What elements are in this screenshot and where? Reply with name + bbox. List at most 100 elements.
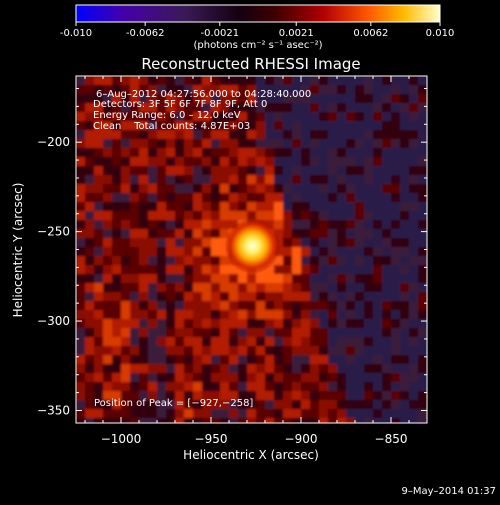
heatmap-cell: [94, 175, 104, 185]
heatmap-cell: [337, 202, 347, 212]
heatmap-cell: [202, 346, 212, 356]
heatmap-cell: [328, 391, 338, 401]
heatmap-cell: [256, 112, 266, 122]
heatmap-cell: [112, 355, 122, 365]
heatmap-cell: [337, 256, 347, 266]
heatmap-cell: [274, 274, 284, 284]
heatmap-cell: [373, 148, 383, 158]
heatmap-cell: [301, 202, 311, 212]
heatmap-cell: [310, 247, 320, 257]
heatmap-cell: [76, 193, 86, 203]
heatmap-cell: [346, 130, 356, 140]
heatmap-cell: [202, 373, 212, 383]
heatmap-cell: [328, 328, 338, 338]
heatmap-cell: [85, 166, 95, 176]
heatmap-cell: [76, 337, 86, 347]
heatmap-cell: [175, 337, 185, 347]
heatmap-cell: [247, 382, 257, 392]
heatmap-cell: [265, 292, 275, 302]
heatmap-cell: [400, 139, 410, 149]
heatmap-cell: [364, 283, 374, 293]
heatmap-cell: [103, 211, 113, 221]
heatmap-cell: [157, 391, 167, 401]
heatmap-cell: [202, 211, 212, 221]
heatmap-cell: [193, 121, 203, 131]
heatmap-cell: [148, 283, 158, 293]
heatmap-cell: [184, 274, 194, 284]
heatmap-cell: [238, 148, 248, 158]
heatmap-cell: [175, 193, 185, 203]
heatmap-cell: [364, 139, 374, 149]
heatmap-cell: [148, 184, 158, 194]
heatmap-cell: [292, 382, 302, 392]
heatmap-cell: [238, 157, 248, 167]
heatmap-cell: [292, 346, 302, 356]
heatmap-cell: [373, 400, 383, 410]
heatmap-cell: [103, 373, 113, 383]
heatmap-cell: [175, 346, 185, 356]
heatmap-cell: [382, 274, 392, 284]
heatmap-cell: [103, 256, 113, 266]
heatmap-cell: [193, 256, 203, 266]
heatmap-cell: [319, 202, 329, 212]
heatmap-cell: [355, 229, 365, 239]
heatmap-cell: [220, 409, 230, 419]
heatmap-cell: [265, 319, 275, 329]
heatmap-cell: [193, 103, 203, 113]
heatmap-cell: [148, 337, 158, 347]
heatmap-cell: [310, 292, 320, 302]
heatmap-cell: [112, 382, 122, 392]
heatmap-cell: [94, 121, 104, 131]
heatmap-cell: [310, 382, 320, 392]
heatmap-cell: [184, 346, 194, 356]
heatmap-cell: [85, 139, 95, 149]
heatmap-cell: [355, 157, 365, 167]
heatmap-cell: [274, 85, 284, 95]
heatmap-cell: [211, 319, 221, 329]
heatmap-cell: [211, 418, 221, 423]
heatmap-cell: [121, 391, 131, 401]
x-tick-label: −950: [195, 432, 228, 446]
heatmap-cell: [382, 391, 392, 401]
heatmap-cell: [139, 184, 149, 194]
heatmap-cell: [409, 184, 419, 194]
heatmap-cell: [85, 319, 95, 329]
heatmap-cell: [247, 85, 257, 95]
heatmap-cell: [283, 76, 293, 86]
heatmap-cell: [337, 265, 347, 275]
heatmap-cell: [247, 328, 257, 338]
heatmap-cell: [220, 274, 230, 284]
heatmap-cell: [247, 373, 257, 383]
heatmap-cell: [409, 148, 419, 158]
heatmap-cell: [274, 328, 284, 338]
heatmap-cell: [247, 76, 257, 86]
heatmap-cell: [400, 112, 410, 122]
heatmap-cell: [364, 256, 374, 266]
heatmap-cell: [76, 265, 86, 275]
heatmap-cell: [220, 364, 230, 374]
heatmap-cell: [121, 184, 131, 194]
x-axis-label: Heliocentric X (arcsec): [183, 448, 319, 462]
heatmap-cell: [274, 220, 284, 230]
y-tick-label: −200: [37, 135, 70, 149]
heatmap-cell: [247, 391, 257, 401]
heatmap-cell: [265, 346, 275, 356]
heatmap-cell: [265, 103, 275, 113]
heatmap-cell: [121, 400, 131, 410]
heatmap-cell: [310, 157, 320, 167]
heatmap-cell: [418, 310, 427, 320]
heatmap-cell: [364, 391, 374, 401]
heatmap-cell: [130, 256, 140, 266]
heatmap-cell: [319, 220, 329, 230]
heatmap-cell: [148, 328, 158, 338]
heatmap-cell: [256, 139, 266, 149]
heatmap-cell: [193, 247, 203, 257]
heatmap-cell: [292, 364, 302, 374]
heatmap-cell: [400, 229, 410, 239]
heatmap-cell: [94, 166, 104, 176]
heatmap-cell: [409, 337, 419, 347]
heatmap-cell: [247, 121, 257, 131]
heatmap-cell: [274, 382, 284, 392]
heatmap-cell: [184, 265, 194, 275]
heatmap-cell: [148, 256, 158, 266]
